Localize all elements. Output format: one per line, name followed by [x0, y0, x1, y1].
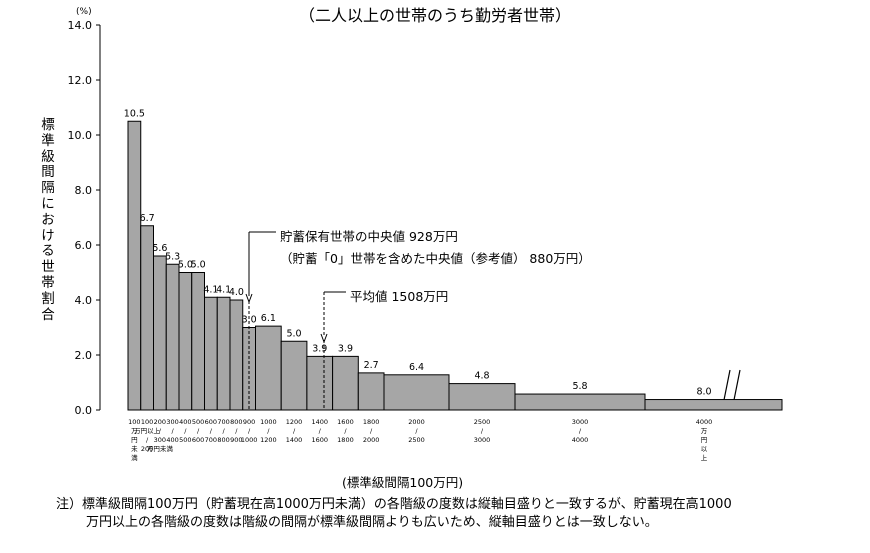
x-tick-label: 400/500: [179, 418, 191, 444]
bar: [127, 120, 142, 411]
x-tick-label: 100 万円以上/200: [134, 418, 161, 453]
bar: [204, 296, 218, 411]
x-tick-label: 1600/1800: [337, 418, 354, 444]
x-tick-label: 3000/4000: [572, 418, 589, 444]
x-tick-label: 600/700: [205, 418, 217, 444]
y-tick-label: 12.0: [68, 74, 93, 87]
y-axis-label: 標準級間隔における世帯割合: [41, 117, 55, 323]
footnote-line-2: 万円以上の各階級の度数は階級の間隔が標準級間隔よりも広いため、縦軸目盛りとは一致…: [86, 515, 658, 530]
bar: [153, 255, 167, 411]
bar-chart: 0.0 2.0 4.0 6.0 8.0 10.0 12.0 14.0 (%) 10.5 6.7 5.…: [68, 7, 783, 462]
value-label: 6.7: [140, 213, 155, 224]
value-label: 3.9: [338, 343, 353, 354]
mean-annotation: 平均値 1508万円: [350, 289, 449, 304]
footnote-line-1: 注）標準級間隔100万円（貯蓄現在高1000万円未満）の各階級の度数は縦軸目盛り…: [56, 497, 732, 512]
axis-break-gap: [726, 360, 736, 412]
x-axis-label: (標準級間隔100万円): [342, 475, 464, 490]
median-arrow-head: [245, 293, 253, 304]
value-label: 4.1: [216, 284, 231, 295]
bar: [448, 383, 516, 411]
bar: [332, 355, 359, 411]
x-tick-label: 1200/1400: [286, 418, 303, 444]
value-label: 10.5: [124, 108, 145, 119]
bar: [280, 340, 308, 411]
bar: [165, 263, 180, 411]
x-tick-label: 2500/3000: [474, 418, 491, 444]
x-tick-label: 1400/1600: [311, 418, 328, 444]
x-tick-label: 700/800: [217, 418, 229, 444]
x-tick-label: 4000 万円以上: [696, 418, 713, 462]
value-labels: 10.56.75.65.35.05.04.14.14.03.0 6.15.03.9…: [124, 108, 712, 397]
bar: [255, 325, 282, 411]
y-tick-label: 14.0: [68, 19, 93, 32]
y-tick-label: 0.0: [75, 404, 93, 417]
bar: [216, 296, 231, 411]
value-label: 5.0: [286, 328, 301, 339]
value-label: 4.1: [203, 284, 218, 295]
value-label: 5.3: [165, 251, 180, 262]
value-label: 2.7: [364, 360, 379, 371]
value-label: 6.4: [409, 362, 424, 373]
chart-bars: [127, 120, 783, 411]
value-label: 5.6: [152, 243, 167, 254]
y-tick-label: 8.0: [75, 184, 93, 197]
footnote: 注）標準級間隔100万円（貯蓄現在高1000万円未満）の各階級の度数は縦軸目盛り…: [56, 496, 732, 532]
x-tick-label: 2000/2500: [408, 418, 425, 444]
value-label: 5.0: [178, 260, 193, 271]
y-tick-label: 10.0: [68, 129, 93, 142]
y-tick-label: 2.0: [75, 349, 93, 362]
bar: [383, 374, 450, 411]
x-tick-label: 500/600: [192, 418, 204, 444]
marker-lines: [245, 231, 346, 410]
bar: [357, 372, 385, 411]
value-label: 6.1: [261, 313, 276, 324]
bar: [306, 355, 334, 411]
bar: [514, 393, 646, 411]
y-unit-label: (%): [76, 7, 92, 17]
value-label: 3.0: [242, 315, 257, 326]
x-tick-label: 300/400: [166, 418, 178, 444]
x-tick-label: 800/900: [230, 418, 242, 444]
chart-title: （二人以上の世帯のうち勤労者世帯）: [298, 6, 571, 25]
x-tick-label: 100 万円未満: [128, 418, 140, 462]
value-label: 5.0: [191, 260, 206, 271]
bar: [644, 399, 783, 411]
x-tick-label: 1000/1200: [260, 418, 277, 444]
x-tick-label: 1800/2000: [363, 418, 380, 444]
median-reference-annotation: （貯蓄「0」世帯を含めた中央値（参考値） 880万円）: [280, 251, 591, 266]
y-tick-label: 4.0: [75, 294, 93, 307]
value-label: 5.8: [572, 381, 587, 392]
mean-arrow-head: [320, 333, 328, 344]
x-tick-label: 900/1000: [241, 418, 258, 444]
value-label: 3.9: [312, 343, 327, 354]
value-label: 4.0: [229, 287, 244, 298]
value-label: 4.8: [474, 371, 489, 382]
value-label: 8.0: [696, 387, 711, 398]
median-annotation: 貯蓄保有世帯の中央値 928万円: [280, 229, 458, 244]
y-tick-label: 6.0: [75, 239, 93, 252]
x-tick-label: 200/300 万円未満: [147, 418, 174, 453]
bar: [178, 272, 193, 411]
